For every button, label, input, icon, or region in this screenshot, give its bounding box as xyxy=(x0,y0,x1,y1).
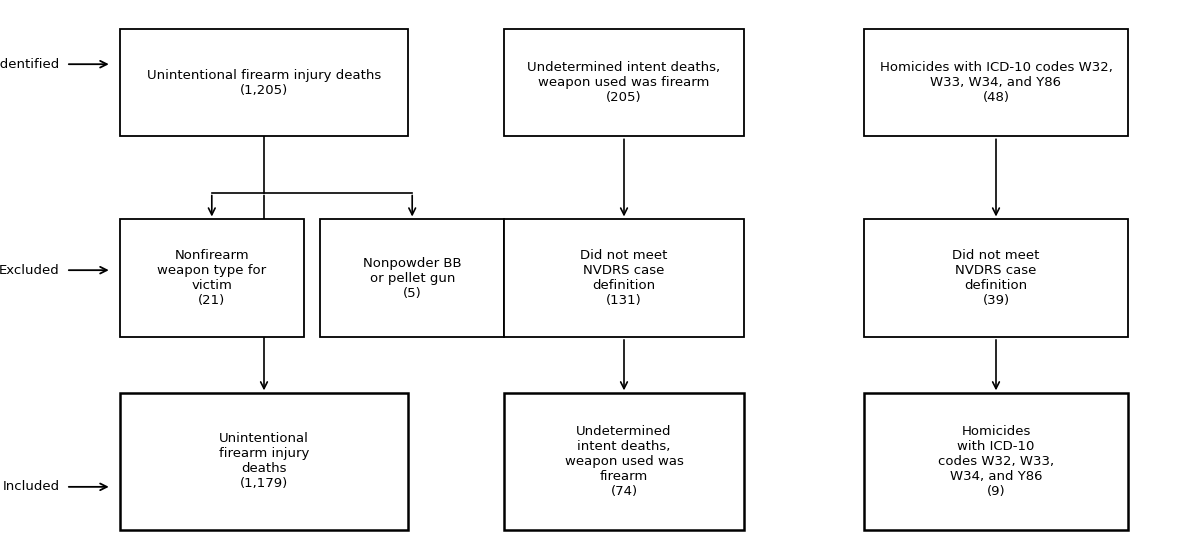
Text: Homicides with ICD-10 codes W32,
W33, W34, and Y86
(48): Homicides with ICD-10 codes W32, W33, W3… xyxy=(880,62,1112,104)
FancyBboxPatch shape xyxy=(120,393,408,530)
Text: Did not meet
NVDRS case
definition
(131): Did not meet NVDRS case definition (131) xyxy=(581,249,667,307)
Text: Unintentional firearm injury deaths
(1,205): Unintentional firearm injury deaths (1,2… xyxy=(146,69,382,97)
FancyBboxPatch shape xyxy=(120,219,304,337)
FancyBboxPatch shape xyxy=(504,219,744,337)
Text: Undetermined intent deaths,
weapon used was firearm
(205): Undetermined intent deaths, weapon used … xyxy=(528,62,720,104)
Text: Nonfirearm
weapon type for
victim
(21): Nonfirearm weapon type for victim (21) xyxy=(157,249,266,307)
FancyBboxPatch shape xyxy=(320,219,504,337)
Text: Homicides
with ICD-10
codes W32, W33,
W34, and Y86
(9): Homicides with ICD-10 codes W32, W33, W3… xyxy=(938,425,1054,498)
Text: Did not meet
NVDRS case
definition
(39): Did not meet NVDRS case definition (39) xyxy=(953,249,1039,307)
Text: Undetermined
intent deaths,
weapon used was
firearm
(74): Undetermined intent deaths, weapon used … xyxy=(564,425,684,498)
Text: Identified: Identified xyxy=(0,58,60,71)
FancyBboxPatch shape xyxy=(504,393,744,530)
Text: Excluded: Excluded xyxy=(0,264,60,277)
FancyBboxPatch shape xyxy=(864,393,1128,530)
FancyBboxPatch shape xyxy=(504,29,744,136)
Text: Nonpowder BB
or pellet gun
(5): Nonpowder BB or pellet gun (5) xyxy=(362,257,462,300)
Text: Included: Included xyxy=(2,480,60,493)
Text: Unintentional
firearm injury
deaths
(1,179): Unintentional firearm injury deaths (1,1… xyxy=(218,432,310,491)
FancyBboxPatch shape xyxy=(864,219,1128,337)
FancyBboxPatch shape xyxy=(120,29,408,136)
FancyBboxPatch shape xyxy=(864,29,1128,136)
